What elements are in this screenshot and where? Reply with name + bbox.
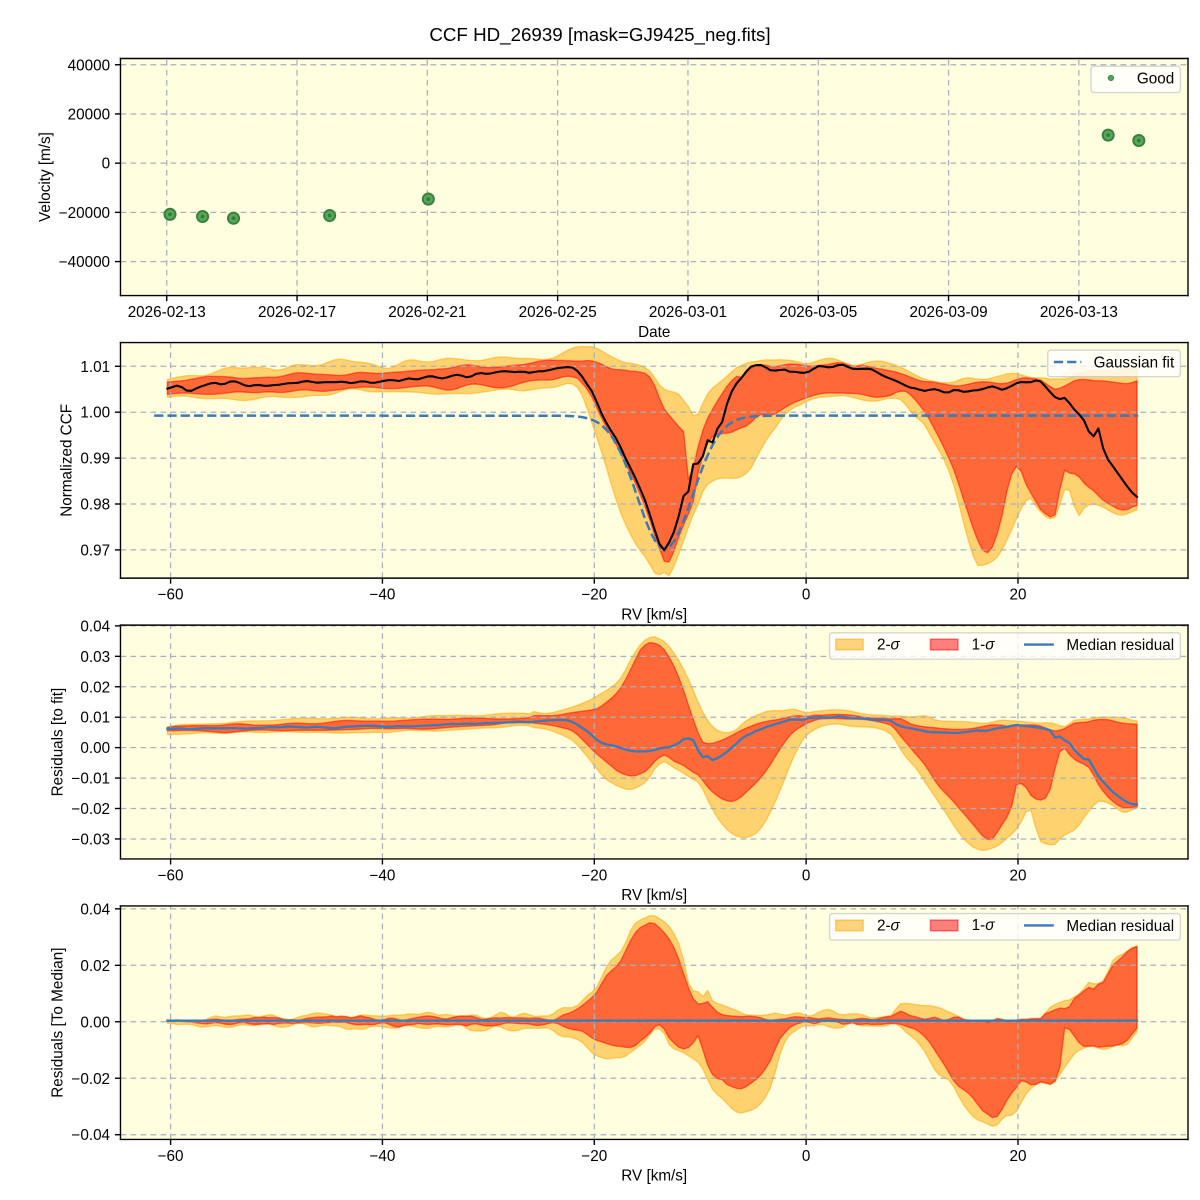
svg-text:20000: 20000 [68,106,110,123]
svg-text:2026-03-01: 2026-03-01 [649,304,727,321]
svg-text:0.01: 0.01 [80,710,110,727]
svg-text:1.00: 1.00 [80,405,110,422]
svg-text:−20: −20 [581,867,607,884]
svg-text:2026-03-05: 2026-03-05 [779,304,857,321]
svg-text:0.97: 0.97 [80,542,110,559]
svg-text:Gaussian fit: Gaussian fit [1094,354,1175,371]
svg-text:0.98: 0.98 [80,497,110,514]
svg-text:CCF HD_26939 [mask=GJ9425_neg.: CCF HD_26939 [mask=GJ9425_neg.fits] [429,24,770,46]
svg-text:0: 0 [802,867,811,884]
svg-text:Median residual: Median residual [1066,918,1174,935]
svg-text:−60: −60 [158,1148,184,1165]
svg-text:1.01: 1.01 [80,359,110,376]
svg-text:Median residual: Median residual [1066,637,1174,654]
svg-text:−0.02: −0.02 [71,1071,110,1088]
svg-text:Normalized CCF: Normalized CCF [59,404,76,517]
svg-text:2026-02-17: 2026-02-17 [258,304,336,321]
svg-text:0.04: 0.04 [80,618,110,635]
svg-text:−0.01: −0.01 [71,771,110,788]
svg-text:2026-02-13: 2026-02-13 [128,304,206,321]
svg-text:2026-02-25: 2026-02-25 [519,304,597,321]
svg-text:2 - σ: 2 - σ [877,630,901,655]
svg-text:2026-03-09: 2026-03-09 [910,304,988,321]
svg-text:−60: −60 [158,867,184,884]
svg-text:−40000: −40000 [59,254,110,271]
svg-text:−40: −40 [369,1148,395,1165]
svg-text:−20: −20 [581,587,607,604]
svg-text:40000: 40000 [68,57,110,74]
svg-text:20: 20 [1009,1148,1026,1165]
svg-text:Velocity [m/s]: Velocity [m/s] [37,132,54,222]
svg-text:−0.02: −0.02 [71,801,110,818]
svg-text:2026-02-21: 2026-02-21 [388,304,466,321]
svg-text:0: 0 [102,156,111,173]
svg-text:0: 0 [802,587,811,604]
svg-text:20: 20 [1009,867,1026,884]
svg-text:1 - σ: 1 - σ [972,910,996,935]
svg-text:0.00: 0.00 [80,740,110,757]
svg-text:0.02: 0.02 [80,679,110,696]
svg-text:−60: −60 [158,587,184,604]
svg-text:−40: −40 [369,587,395,604]
svg-text:Residuals [to fit]: Residuals [to fit] [50,688,67,797]
svg-text:1 - σ: 1 - σ [972,629,996,654]
svg-text:2 - σ: 2 - σ [877,910,901,935]
svg-text:Good: Good [1137,70,1174,87]
svg-text:0.00: 0.00 [80,1014,110,1031]
svg-text:−20000: −20000 [59,205,110,222]
svg-text:RV [km/s]: RV [km/s] [621,606,687,623]
svg-text:0.99: 0.99 [80,451,110,468]
svg-text:−20: −20 [581,1148,607,1165]
svg-text:−40: −40 [369,867,395,884]
svg-text:0.03: 0.03 [80,649,110,666]
svg-text:RV [km/s]: RV [km/s] [621,887,687,904]
svg-text:RV [km/s]: RV [km/s] [621,1168,687,1185]
svg-text:2026-03-13: 2026-03-13 [1040,304,1118,321]
svg-text:−0.04: −0.04 [71,1127,110,1144]
svg-text:20: 20 [1009,587,1026,604]
svg-text:−0.03: −0.03 [71,831,110,848]
svg-text:0.02: 0.02 [80,958,110,975]
svg-text:0: 0 [802,1148,811,1165]
svg-text:0.04: 0.04 [80,901,110,918]
svg-text:Date: Date [638,324,670,341]
svg-text:Residuals [To Median]: Residuals [To Median] [50,948,67,1098]
